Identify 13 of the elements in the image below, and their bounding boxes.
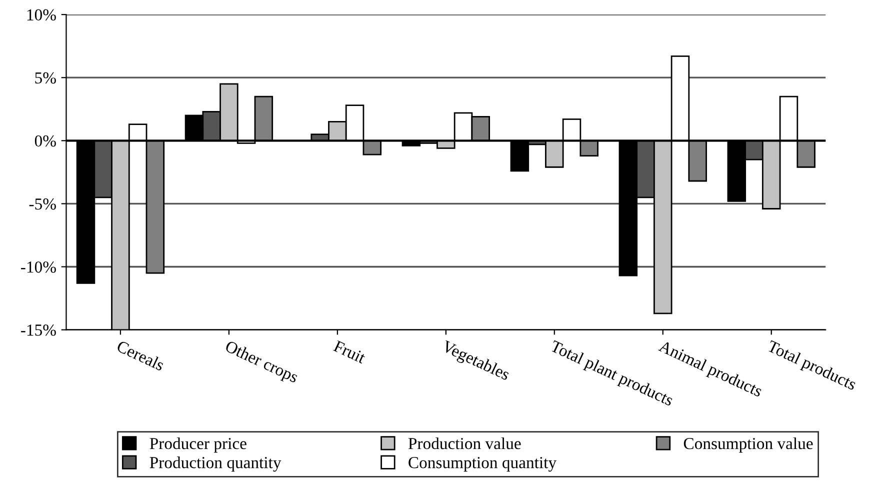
y-tick-label: 5% bbox=[35, 72, 56, 84]
legend-label: Production quantity bbox=[150, 456, 282, 472]
y-tick-label: -10% bbox=[21, 261, 56, 273]
y-tick-label: -5% bbox=[29, 198, 56, 210]
y-tick-label: 10% bbox=[27, 9, 56, 21]
x-tick-label: Fruit bbox=[332, 340, 366, 364]
legend-label: Consumption quantity bbox=[408, 457, 556, 472]
y-tick-label: -15% bbox=[21, 324, 56, 336]
legend-label: Production value bbox=[408, 437, 521, 450]
legend-label: Producer price bbox=[150, 437, 246, 453]
y-tick-label: 0% bbox=[34, 135, 56, 147]
x-tick-label: Other crops bbox=[223, 340, 300, 386]
legend-label: Consumption value bbox=[684, 437, 813, 453]
